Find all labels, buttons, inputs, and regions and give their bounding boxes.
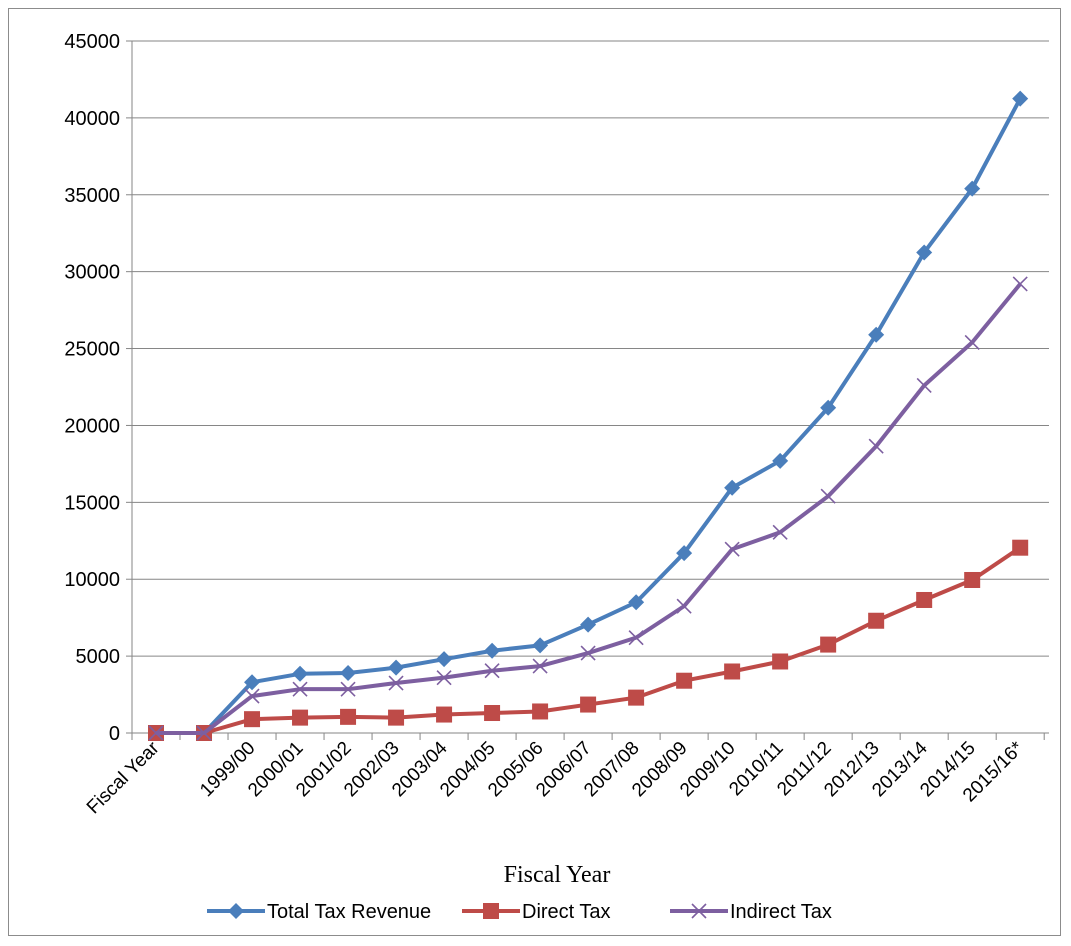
data-point bbox=[868, 612, 885, 629]
data-point bbox=[676, 545, 693, 562]
y-tick-label: 40000 bbox=[64, 108, 120, 130]
data-point bbox=[724, 663, 741, 680]
data-point bbox=[1012, 276, 1028, 292]
data-point bbox=[724, 541, 740, 557]
y-tick-label: 25000 bbox=[64, 339, 120, 361]
legend-item: Total Tax Revenue bbox=[207, 901, 431, 923]
data-point bbox=[772, 653, 789, 670]
legend-marker bbox=[483, 903, 499, 919]
y-tick-label: 35000 bbox=[64, 185, 120, 207]
data-point bbox=[964, 334, 980, 350]
axes: 0 5000 10000 15000 20000 25000 30000 35000 40000… bbox=[64, 31, 1049, 818]
data-point bbox=[388, 659, 405, 676]
y-tick-label: 10000 bbox=[64, 569, 120, 591]
data-point bbox=[1012, 539, 1029, 556]
data-point bbox=[484, 642, 501, 659]
data-point bbox=[820, 399, 837, 416]
data-point bbox=[388, 709, 405, 726]
data-point bbox=[628, 594, 645, 611]
data-point bbox=[916, 591, 933, 608]
y-tick-label: 15000 bbox=[64, 492, 120, 514]
y-tick-label: 45000 bbox=[64, 31, 120, 53]
data-point bbox=[436, 706, 453, 723]
y-tick-label: 20000 bbox=[64, 415, 120, 437]
legend-marker bbox=[691, 903, 707, 919]
data-point bbox=[580, 645, 596, 661]
data-point bbox=[436, 651, 453, 668]
series-direct-tax bbox=[148, 539, 1029, 741]
data-point bbox=[388, 675, 404, 691]
data-point bbox=[340, 681, 356, 697]
data-point bbox=[916, 244, 933, 261]
data-point bbox=[772, 524, 788, 540]
chart-frame: 0 5000 10000 15000 20000 25000 30000 35000 40000… bbox=[8, 8, 1061, 936]
data-point bbox=[244, 688, 260, 704]
data-point bbox=[148, 725, 164, 741]
data-point bbox=[868, 326, 885, 343]
series-line bbox=[156, 282, 1022, 735]
series-group bbox=[148, 90, 1029, 741]
data-point bbox=[628, 630, 644, 646]
line-chart: 0 5000 10000 15000 20000 25000 30000 35000 40000… bbox=[64, 31, 1049, 923]
data-point bbox=[916, 377, 932, 394]
y-tick-label: 0 bbox=[109, 723, 120, 745]
data-point bbox=[484, 663, 500, 679]
legend: Total Tax Revenue Direct Tax Indirect Tax bbox=[207, 901, 832, 923]
data-point bbox=[292, 709, 309, 726]
legend-label: Total Tax Revenue bbox=[267, 901, 431, 923]
data-point bbox=[340, 708, 357, 725]
legend-item: Direct Tax bbox=[462, 901, 611, 923]
legend-marker bbox=[228, 903, 244, 919]
legend-label: Indirect Tax bbox=[730, 901, 832, 923]
y-tick-label: 5000 bbox=[76, 646, 121, 668]
data-point bbox=[964, 180, 981, 197]
data-point bbox=[820, 488, 836, 504]
x-axis-title: Fiscal Year bbox=[504, 862, 611, 888]
series-total-tax-revenue bbox=[148, 90, 1029, 741]
legend-item: Indirect Tax bbox=[670, 901, 832, 923]
data-point bbox=[580, 616, 597, 633]
y-tick-label: 30000 bbox=[64, 262, 120, 284]
data-point bbox=[820, 636, 837, 653]
data-point bbox=[724, 479, 741, 496]
data-point bbox=[244, 674, 261, 691]
data-point bbox=[532, 658, 548, 674]
data-point bbox=[292, 681, 308, 697]
data-point bbox=[436, 670, 452, 686]
series-indirect-tax bbox=[148, 276, 1028, 741]
data-point bbox=[580, 696, 597, 713]
data-point bbox=[964, 571, 981, 588]
series-line bbox=[156, 97, 1022, 735]
data-point bbox=[628, 689, 645, 706]
data-point bbox=[532, 637, 549, 654]
data-point bbox=[532, 703, 549, 720]
legend-label: Direct Tax bbox=[522, 901, 611, 923]
data-point bbox=[676, 598, 692, 614]
data-point bbox=[772, 452, 789, 469]
gridlines bbox=[132, 40, 1049, 657]
x-tick-label: Fiscal Year bbox=[83, 737, 164, 818]
data-point bbox=[868, 438, 884, 454]
data-point bbox=[244, 711, 261, 728]
data-point bbox=[1012, 90, 1029, 107]
data-point bbox=[484, 705, 501, 722]
data-point bbox=[676, 672, 693, 689]
data-point bbox=[340, 665, 357, 682]
data-point bbox=[292, 665, 309, 682]
data-point bbox=[196, 725, 212, 741]
